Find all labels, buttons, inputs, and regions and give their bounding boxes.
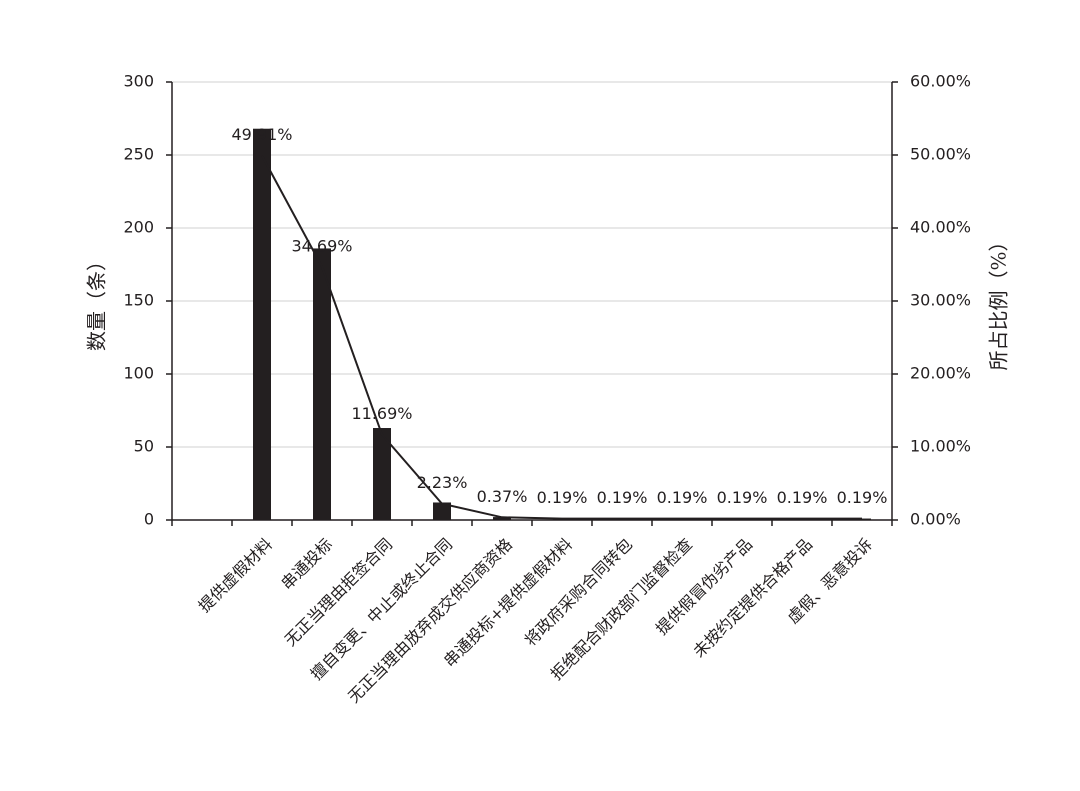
- y-tick-label: 50: [134, 437, 154, 456]
- data-label: 0.19%: [537, 488, 588, 507]
- y-tick-label: 300: [123, 72, 154, 91]
- y2-tick-label: 40.00%: [910, 218, 971, 237]
- bar: [373, 428, 391, 520]
- y-tick-label: 250: [123, 145, 154, 164]
- x-tick-label: 将政府采购合同转包: [521, 535, 636, 650]
- x-tick-label: 串通投标: [277, 535, 336, 594]
- y2-tick-label: 10.00%: [910, 437, 971, 456]
- y-tick-label: 200: [123, 218, 154, 237]
- data-label: 0.19%: [657, 488, 708, 507]
- data-label: 0.19%: [717, 488, 768, 507]
- data-label: 0.19%: [777, 488, 828, 507]
- bar: [313, 248, 331, 520]
- bar: [493, 517, 511, 520]
- x-tick-label: 未按约定提供合格产品: [689, 535, 816, 662]
- line: [261, 155, 862, 520]
- y-axis-title: 数量（条）: [85, 251, 109, 351]
- y2-tick-label: 60.00%: [910, 72, 971, 91]
- data-label: 0.37%: [477, 487, 528, 506]
- y-tick-label: 150: [123, 291, 154, 310]
- y2-axis-title: 所占比例（%）: [987, 231, 1011, 370]
- y2-tick-label: 0.00%: [910, 510, 961, 529]
- data-label: 0.19%: [597, 488, 648, 507]
- y2-tick-label: 30.00%: [910, 291, 971, 310]
- y-tick-label: 0: [144, 510, 154, 529]
- bar: [253, 128, 271, 520]
- data-label: 11.69%: [351, 404, 412, 423]
- x-tick-label: 无正当理由拒签合同: [281, 535, 396, 650]
- y2-tick-label: 20.00%: [910, 364, 971, 383]
- y-tick-label: 100: [123, 364, 154, 383]
- data-label: 2.23%: [417, 473, 468, 492]
- y2-tick-label: 50.00%: [910, 145, 971, 164]
- data-label: 34.69%: [291, 236, 352, 255]
- data-label: 0.19%: [837, 488, 888, 507]
- x-tick-label: 提供虚假材料: [195, 535, 276, 616]
- data-label: 49.91%: [231, 125, 292, 144]
- bar: [433, 502, 451, 520]
